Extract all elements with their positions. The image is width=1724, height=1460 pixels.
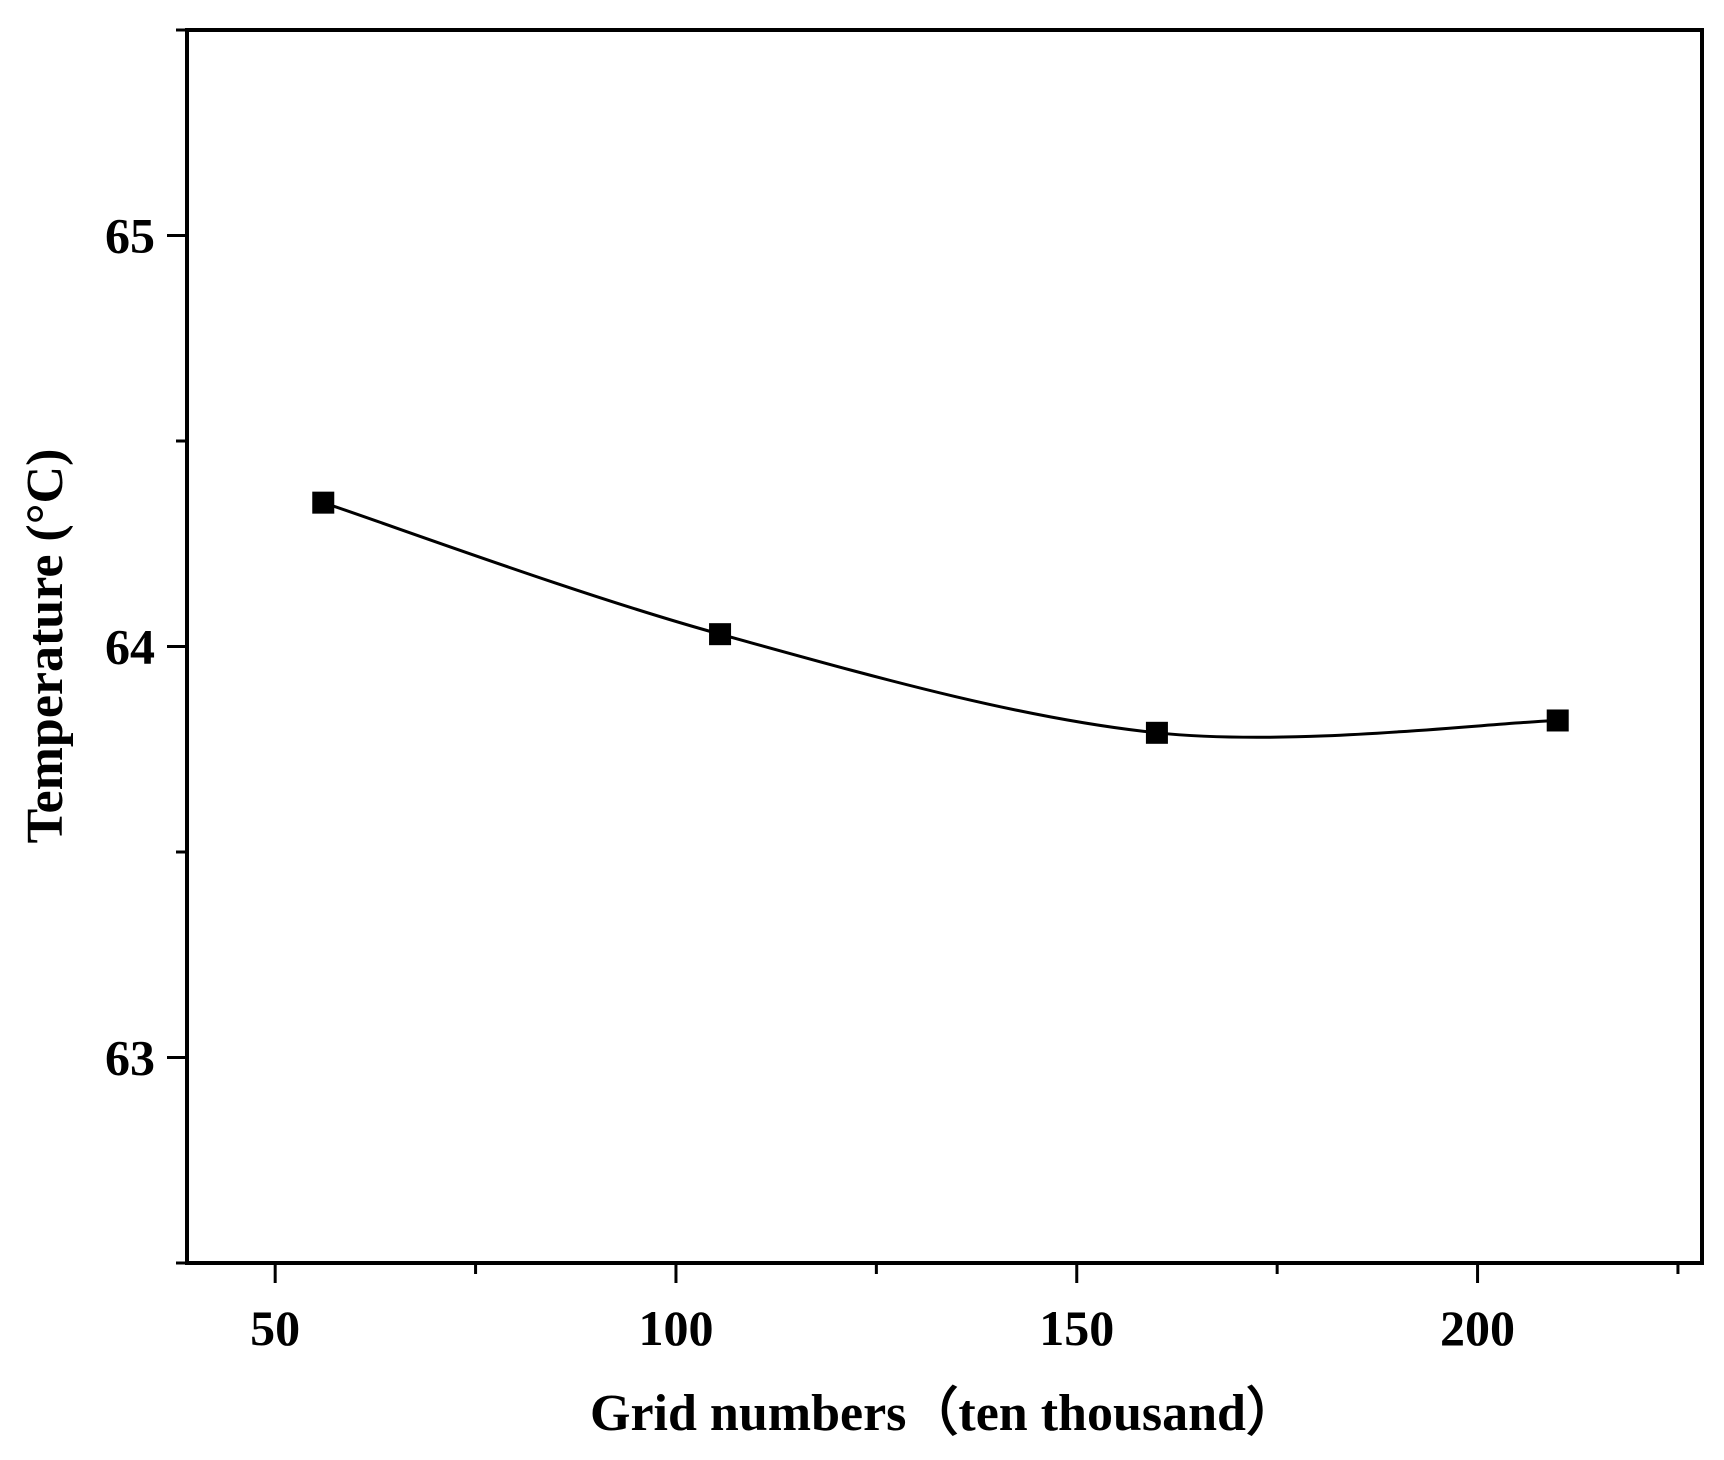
x-axis-title: Grid numbers（ten thousand） xyxy=(590,1384,1298,1442)
x-tick-label: 200 xyxy=(1440,1300,1515,1356)
data-point xyxy=(1546,709,1569,732)
y-tick-label: 65 xyxy=(105,208,155,264)
y-axis-title: Temperature (°C) xyxy=(17,449,74,844)
plot-frame xyxy=(185,28,1704,1265)
x-tick-label: 150 xyxy=(1039,1300,1114,1356)
x-tick-label: 100 xyxy=(638,1300,713,1356)
y-axis-ticks: 63 64 65 xyxy=(105,28,187,1265)
y-tick-label: 63 xyxy=(105,1030,155,1086)
series-line xyxy=(322,501,1558,739)
data-point xyxy=(709,623,732,646)
x-axis-ticks: 50 100 150 200 xyxy=(250,1263,1680,1356)
data-point xyxy=(312,491,335,514)
data-point xyxy=(1145,721,1168,744)
series-markers xyxy=(312,491,1569,744)
x-tick-label: 50 xyxy=(250,1300,300,1356)
y-tick-label: 64 xyxy=(105,619,155,675)
